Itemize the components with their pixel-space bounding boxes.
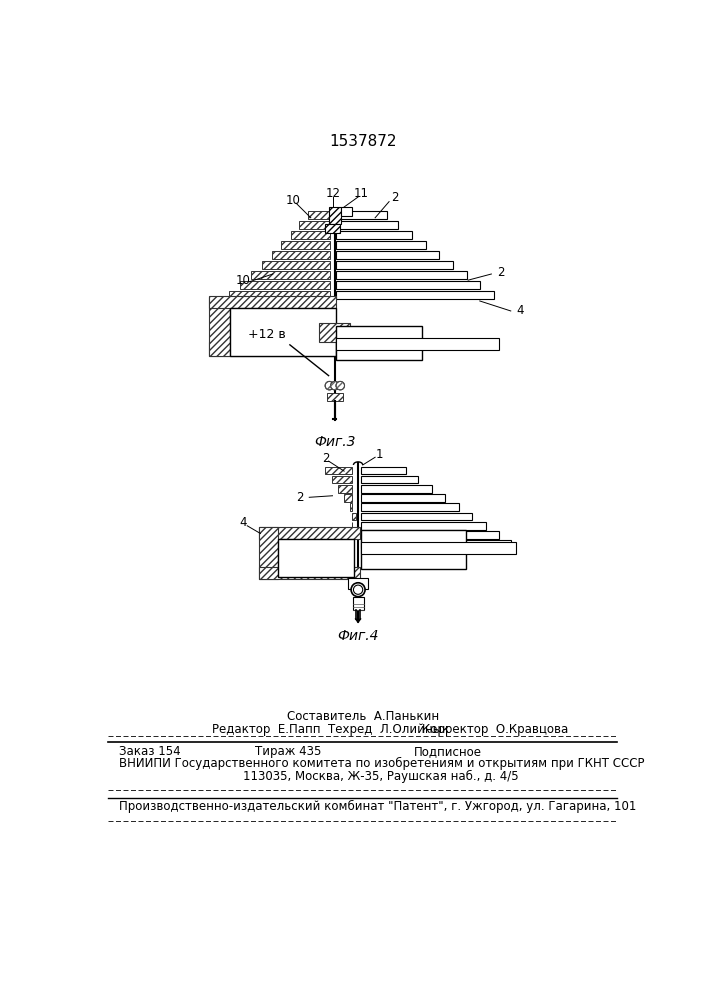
Bar <box>338 485 352 493</box>
Text: Составитель  А.Панькин: Составитель А.Панькин <box>286 710 439 723</box>
Text: Тираж 435: Тираж 435 <box>255 745 322 758</box>
Text: Подписное: Подписное <box>414 745 482 758</box>
Bar <box>361 542 516 554</box>
Bar <box>361 530 466 569</box>
Text: 2: 2 <box>498 266 505 279</box>
Bar <box>209 342 337 356</box>
Bar <box>337 251 440 259</box>
Bar <box>337 271 467 279</box>
Bar <box>337 211 387 219</box>
Bar <box>251 271 330 279</box>
Bar <box>320 323 351 342</box>
Text: 4: 4 <box>516 304 524 317</box>
Text: Производственно-издательский комбинат "Патент", г. Ужгород, ул. Гагарина, 101: Производственно-издательский комбинат "П… <box>119 800 637 813</box>
Text: ВНИИПИ Государственного комитета по изобретениям и открытиям при ГКНТ СССР: ВНИИПИ Государственного комитета по изоб… <box>119 757 645 770</box>
Bar <box>281 241 330 249</box>
Text: 12: 12 <box>326 187 341 200</box>
Bar <box>325 466 352 474</box>
Bar <box>361 522 486 530</box>
Bar <box>361 503 459 511</box>
Text: +12 в: +12 в <box>247 328 286 341</box>
Circle shape <box>336 381 344 390</box>
Bar <box>361 476 418 483</box>
Text: Фиг.4: Фиг.4 <box>337 629 379 643</box>
Bar <box>337 241 426 249</box>
Bar <box>327 393 343 401</box>
Bar <box>259 527 360 539</box>
Text: 113035, Москва, Ж-35, Раушская наб., д. 4/5: 113035, Москва, Ж-35, Раушская наб., д. … <box>243 769 519 783</box>
Bar <box>337 291 493 299</box>
Bar <box>352 513 356 520</box>
Circle shape <box>351 583 365 597</box>
Bar <box>259 567 360 579</box>
Bar <box>291 231 330 239</box>
Bar <box>259 527 279 579</box>
Bar <box>337 231 412 239</box>
Text: 2: 2 <box>296 491 304 504</box>
Bar <box>337 338 499 350</box>
Bar <box>240 281 330 289</box>
Text: 4: 4 <box>240 516 247 529</box>
Bar <box>337 221 398 229</box>
Bar <box>361 513 472 520</box>
Bar <box>337 261 452 269</box>
Bar <box>361 494 445 502</box>
Bar <box>361 540 510 548</box>
Circle shape <box>325 381 334 390</box>
Circle shape <box>331 381 339 390</box>
Text: Корректор  О.Кравцова: Корректор О.Кравцова <box>421 723 568 736</box>
Bar <box>341 207 352 216</box>
Bar <box>272 251 330 259</box>
Bar <box>361 485 432 493</box>
Bar <box>230 308 336 356</box>
Bar <box>337 326 421 360</box>
Bar <box>325 224 340 233</box>
Text: 11: 11 <box>354 187 368 200</box>
Bar <box>361 531 499 539</box>
Bar <box>344 494 352 502</box>
Text: 2: 2 <box>391 191 398 204</box>
Bar <box>353 597 363 610</box>
Bar <box>348 578 368 589</box>
Text: 1: 1 <box>376 448 383 461</box>
Bar <box>351 503 352 511</box>
Text: 10: 10 <box>236 274 251 287</box>
Bar <box>279 539 354 577</box>
Bar <box>209 296 337 308</box>
Bar <box>337 281 480 289</box>
Text: 10: 10 <box>286 194 300 207</box>
Text: Заказ 154: Заказ 154 <box>119 745 181 758</box>
Bar <box>209 297 230 356</box>
Text: 2: 2 <box>322 452 329 465</box>
Bar <box>332 476 352 483</box>
Bar <box>361 466 406 474</box>
Bar <box>299 221 330 229</box>
Bar <box>262 261 330 269</box>
Bar <box>308 211 330 219</box>
Bar <box>329 207 341 224</box>
Text: Фиг.3: Фиг.3 <box>314 435 356 449</box>
Text: Редактор  Е.Папп  Техред  Л.Олийнык: Редактор Е.Папп Техред Л.Олийнык <box>212 723 450 736</box>
Text: 1537872: 1537872 <box>329 134 397 149</box>
Bar <box>230 291 330 299</box>
